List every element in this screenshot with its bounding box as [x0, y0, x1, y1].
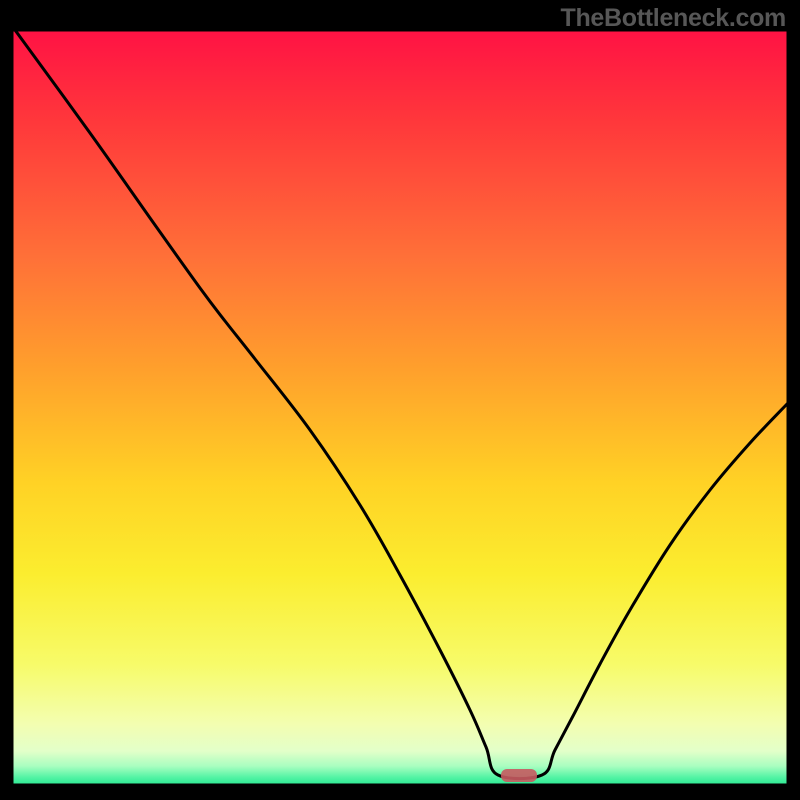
chart-svg	[0, 0, 800, 800]
gradient-background	[12, 30, 788, 785]
bottleneck-chart: TheBottleneck.com	[0, 0, 800, 800]
optimal-marker	[501, 769, 537, 782]
watermark-text: TheBottleneck.com	[560, 4, 786, 33]
